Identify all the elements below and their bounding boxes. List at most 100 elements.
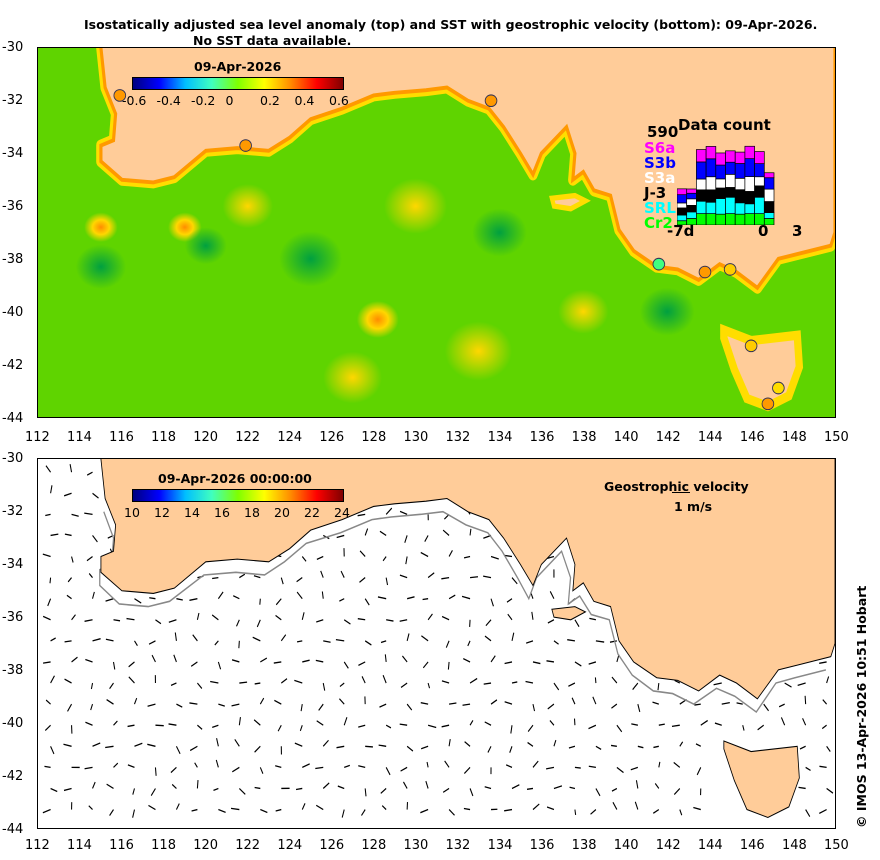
data-count-bar-s6a: [705, 146, 717, 160]
lon-tick-label: 134: [487, 430, 513, 445]
sla-anomaly-patch: [323, 351, 382, 404]
velocity-arrow: [254, 682, 261, 685]
tide-gauge-marker[interactable]: [484, 94, 498, 108]
velocity-arrow: [426, 761, 429, 768]
velocity-arrow: [378, 744, 387, 747]
velocity-arrow: [611, 787, 618, 792]
velocity-arrow: [635, 780, 639, 789]
velocity-arrow: [487, 745, 492, 753]
velocity-arrow: [449, 702, 457, 705]
velocity-arrow: [84, 766, 93, 770]
velocity-arrow: [92, 638, 101, 642]
tide-gauge-marker[interactable]: [113, 89, 127, 102]
velocity-arrow: [511, 577, 518, 585]
data-count-bar-s6a: [677, 188, 688, 196]
lon-tick-label: 128: [361, 430, 387, 445]
data-count-x-end: 3: [792, 222, 803, 240]
velocity-arrow: [420, 808, 429, 814]
data-count-x-zero: 0: [758, 222, 769, 240]
velocity-arrow: [469, 719, 474, 726]
lon-tick-label: 114: [67, 430, 92, 445]
velocity-arrow: [176, 598, 183, 601]
lat-tick-label: -38: [2, 252, 24, 267]
velocity-arrow: [400, 682, 408, 689]
velocity-arrow: [155, 619, 162, 625]
velocity-arrow: [553, 785, 563, 790]
velocity-arrow: [151, 654, 156, 663]
velocity-arrow: [595, 640, 605, 643]
velocity-arrow: [797, 682, 806, 686]
velocity-arrow: [380, 787, 387, 794]
velocity-arrow: [780, 717, 786, 726]
velocity-arrow: [339, 682, 345, 688]
velocity-arrow: [316, 619, 324, 623]
sst-colorbar-tick: 18: [244, 505, 260, 520]
data-count-bar-cr2: [705, 213, 717, 225]
velocity-arrow: [612, 801, 618, 810]
velocity-arrow: [679, 741, 684, 747]
velocity-arrow: [568, 745, 576, 749]
velocity-arrow: [71, 513, 79, 517]
velocity-arrow: [364, 640, 372, 646]
velocity-arrow: [71, 656, 78, 663]
velocity-arrow: [574, 766, 581, 769]
velocity-arrow: [214, 640, 219, 646]
velocity-arrow: [674, 679, 680, 684]
velocity-arrow: [448, 550, 453, 557]
velocity-arrow: [527, 724, 534, 733]
tide-gauge-marker[interactable]: [652, 257, 666, 271]
sst-colorbar-tick: 20: [274, 505, 290, 520]
data-count-bar-srl: [677, 214, 688, 222]
velocity-arrow: [673, 761, 681, 768]
velocity-arrow: [215, 759, 219, 768]
velocity-arrow: [695, 743, 701, 747]
tide-gauge-marker[interactable]: [744, 339, 758, 353]
data-count-bar-s3b: [744, 158, 755, 177]
tide-gauge-marker[interactable]: [772, 381, 785, 395]
sla-anomaly-patch: [639, 287, 695, 336]
velocity-arrow: [505, 764, 513, 769]
velocity-arrow: [197, 682, 203, 689]
velocity-arrow: [88, 573, 93, 579]
velocity-arrow: [132, 809, 135, 818]
velocity-arrow: [64, 492, 72, 497]
geostrophic-velocity-map[interactable]: [37, 458, 836, 829]
velocity-arrow: [547, 619, 555, 624]
velocity-arrow: [296, 591, 303, 600]
tide-gauge-marker[interactable]: [239, 139, 252, 152]
data-count-bar-cr2: [744, 213, 755, 225]
velocity-arrow: [364, 788, 367, 797]
velocity-arrow: [210, 680, 219, 684]
velocity-arrow: [386, 619, 394, 622]
tide-gauge-marker[interactable]: [761, 397, 775, 411]
velocity-arrow: [616, 766, 624, 774]
velocity-arrow: [442, 529, 450, 536]
velocity-arrow: [826, 787, 834, 794]
velocity-arrow: [463, 658, 471, 663]
tide-gauge-marker[interactable]: [698, 265, 712, 279]
velocity-arrow: [217, 591, 224, 600]
data-count-bar-s3b: [754, 163, 765, 178]
velocity-arrow: [448, 738, 451, 747]
velocity-arrow: [553, 640, 559, 645]
lon-tick-label: 118: [151, 838, 176, 853]
velocity-arrow: [50, 675, 55, 684]
velocity-arrow: [357, 513, 366, 517]
velocity-arrow: [361, 809, 366, 816]
velocity-arrow: [420, 702, 429, 705]
velocity-arrow: [218, 703, 225, 707]
velocity-arrow: [469, 528, 472, 536]
velocity-arrow: [301, 803, 306, 810]
velocity-arrow: [50, 745, 55, 755]
lon-tick-label: 148: [781, 430, 807, 445]
velocity-arrow: [171, 783, 177, 789]
sea-level-anomaly-map[interactable]: [37, 47, 836, 418]
velocity-arrow: [213, 787, 219, 792]
velocity-arrow: [657, 682, 660, 691]
tide-gauge-marker[interactable]: [723, 263, 737, 276]
velocity-arrow: [238, 640, 240, 649]
velocity-arrow: [553, 739, 557, 747]
velocity-arrow: [149, 597, 156, 600]
velocity-arrow: [385, 767, 391, 776]
tasmania-landmass: [720, 323, 804, 412]
